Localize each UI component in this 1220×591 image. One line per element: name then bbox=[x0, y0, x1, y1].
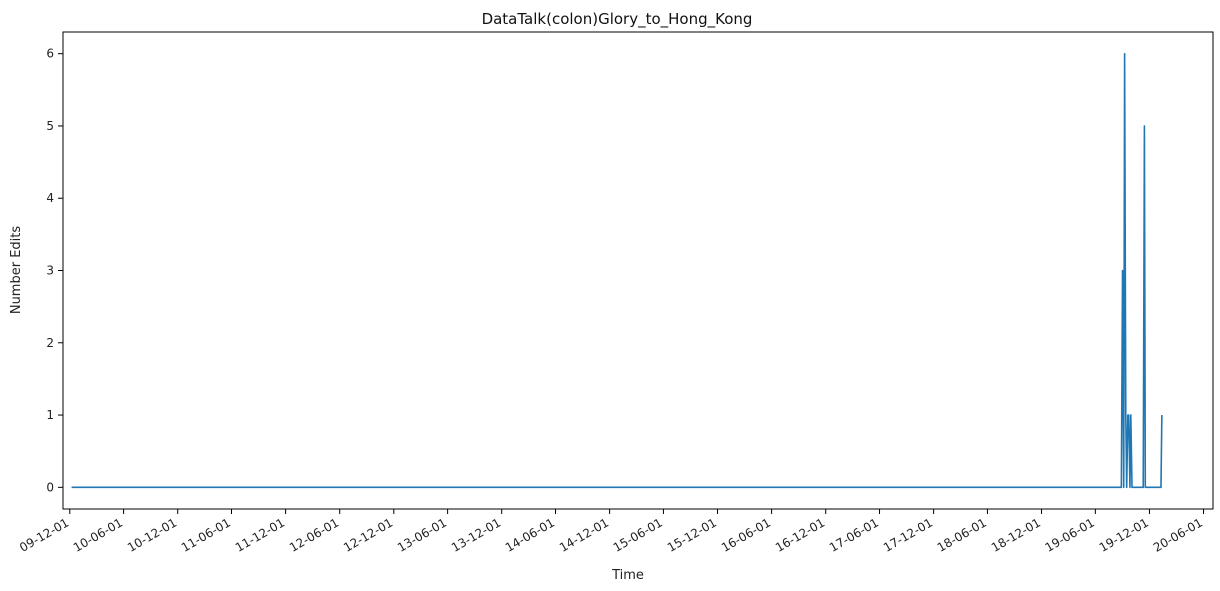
chart-title: DataTalk(colon)Glory_to_Hong_Kong bbox=[482, 10, 753, 29]
plot-area bbox=[62, 31, 1214, 510]
series-line bbox=[71, 52, 1163, 489]
x-tick-label: 09-12-01 bbox=[17, 515, 71, 554]
x-tick-label: 14-06-01 bbox=[503, 515, 557, 554]
x-tick-label: 16-06-01 bbox=[719, 515, 773, 554]
x-tick-label: 15-12-01 bbox=[665, 515, 719, 554]
x-tick-label: 17-06-01 bbox=[827, 515, 881, 554]
y-tick-label: 4 bbox=[46, 191, 54, 205]
x-tick-label: 17-12-01 bbox=[881, 515, 935, 554]
x-tick-label: 10-12-01 bbox=[125, 515, 179, 554]
x-tick-label: 11-12-01 bbox=[233, 515, 287, 554]
x-tick-label: 13-12-01 bbox=[449, 515, 503, 554]
x-tick-label: 19-06-01 bbox=[1043, 515, 1097, 554]
x-tick-label: 10-06-01 bbox=[71, 515, 125, 554]
series-layer bbox=[71, 52, 1163, 489]
x-axis: 09-12-01 10-06-01 10-12-01 11-06-01 11-12-01… bbox=[17, 509, 1205, 555]
y-tick-label: 5 bbox=[46, 119, 54, 133]
x-tick-label: 16-12-01 bbox=[773, 515, 827, 554]
y-tick-label: 1 bbox=[46, 408, 54, 422]
y-tick-label: 6 bbox=[46, 47, 54, 61]
x-tick-label: 19-12-01 bbox=[1097, 515, 1151, 554]
x-tick-label: 12-12-01 bbox=[341, 515, 395, 554]
x-axis-title: Time bbox=[611, 568, 644, 583]
x-tick-label: 12-06-01 bbox=[287, 515, 341, 554]
y-axis: 0 1 2 3 4 5 6 bbox=[46, 47, 63, 494]
y-tick-label: 0 bbox=[46, 480, 54, 494]
x-tick-label: 20-06-01 bbox=[1151, 515, 1205, 554]
x-tick-label: 14-12-01 bbox=[557, 515, 611, 554]
x-tick-label: 11-06-01 bbox=[179, 515, 233, 554]
y-axis-title: Number Edits bbox=[9, 226, 24, 315]
x-tick-label: 15-06-01 bbox=[611, 515, 665, 554]
x-tick-label: 18-06-01 bbox=[935, 515, 989, 554]
y-tick-label: 3 bbox=[46, 264, 54, 278]
y-tick-label: 2 bbox=[46, 336, 54, 350]
x-tick-label: 18-12-01 bbox=[989, 515, 1043, 554]
x-tick-label: 13-06-01 bbox=[395, 515, 449, 554]
